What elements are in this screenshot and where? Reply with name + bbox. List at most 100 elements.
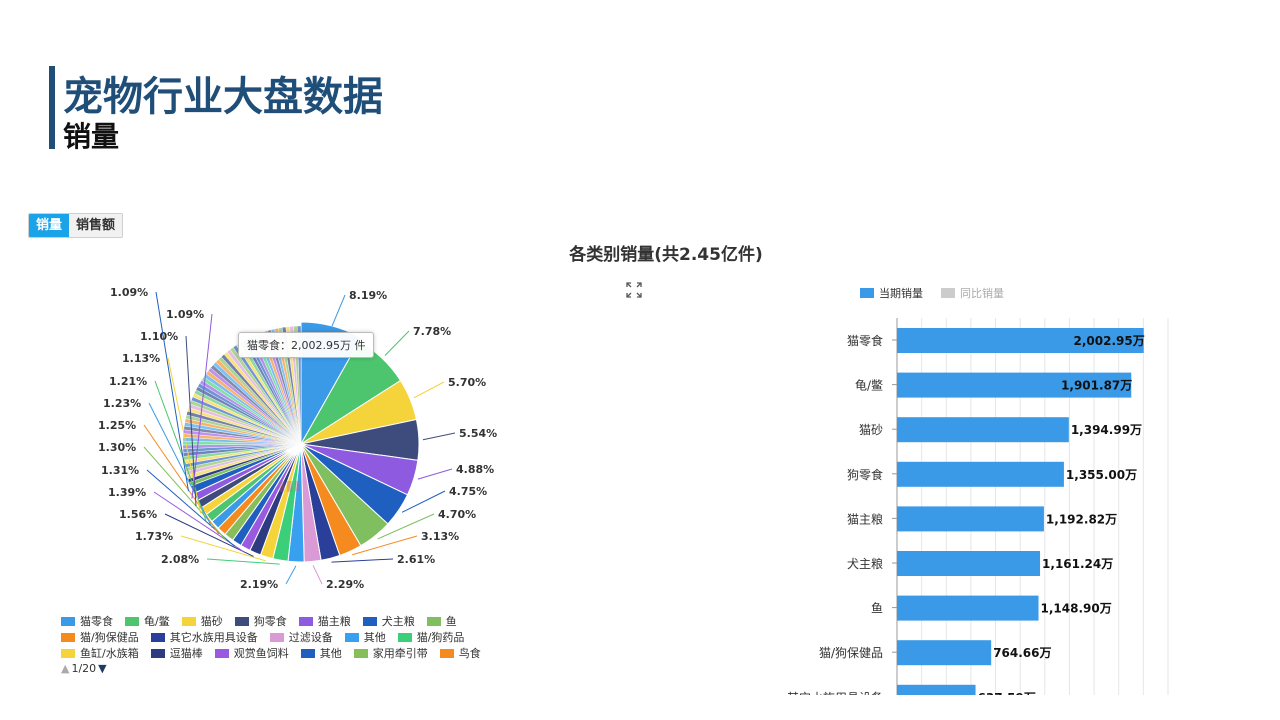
legend-label: 家用牵引带 <box>372 647 428 660</box>
pie-legend-row: 鱼缸/水族箱 逗猫棒 观赏鱼饲料 其他 家用牵引带 鸟食 <box>61 645 531 661</box>
pie-slice-label: 4.70% <box>438 508 476 521</box>
pie-slice-label: 4.88% <box>456 463 494 476</box>
pie-legend-item[interactable]: 龟/鳖 <box>125 613 170 629</box>
legend-label: 其他 <box>363 631 386 644</box>
pie-slice-label: 7.78% <box>413 325 451 338</box>
pie-legend-item[interactable]: 猫主粮 <box>298 613 351 629</box>
legend-swatch <box>150 648 165 658</box>
pager-up-icon[interactable]: ▲ <box>61 662 70 675</box>
pie-leader-line <box>206 558 280 565</box>
bar-category-label: 猫零食 <box>847 333 883 348</box>
pie-leader-line <box>384 330 410 356</box>
pie-slice-label: 1.09% <box>166 308 204 321</box>
legend-label: 犬主粮 <box>381 615 415 628</box>
pie-legend-item[interactable]: 其他 <box>344 629 386 645</box>
pie-legend-item[interactable]: 犬主粮 <box>362 613 415 629</box>
bar-value-label: 764.66万 <box>993 646 1051 660</box>
pie-leader-line <box>312 565 323 585</box>
bar-rect <box>897 595 1039 621</box>
bar-rect <box>897 417 1069 443</box>
legend-label: 过滤设备 <box>288 631 333 644</box>
pie-legend-item[interactable]: 鱼缸/水族箱 <box>61 645 139 661</box>
pie-slice-label: 2.29% <box>326 578 364 591</box>
pie-slice-label: 8.19% <box>349 289 387 302</box>
pie-slice-label: 1.25% <box>98 419 136 432</box>
bar-value-label: 1,394.99万 <box>1071 423 1142 437</box>
pie-legend-item[interactable]: 鸟食 <box>439 645 481 661</box>
legend-label: 观赏鱼饲料 <box>233 647 289 660</box>
legend-swatch <box>269 632 284 642</box>
pie-slice-label: 3.13% <box>421 530 459 543</box>
expand-icon[interactable] <box>626 282 642 298</box>
bar-rect <box>897 461 1064 487</box>
bar-category-label: 龟/鳖 <box>855 379 883 393</box>
bar-category-label: 猫/狗保健品 <box>819 646 883 660</box>
legend-label: 当期销量 <box>879 287 923 300</box>
legend-previous[interactable]: 同比销量 <box>941 285 1004 301</box>
legend-swatch <box>353 648 368 658</box>
pie-legend-item[interactable]: 过滤设备 <box>269 629 333 645</box>
toggle-sales-volume[interactable]: 销量 <box>29 214 70 237</box>
bar-value-label: 1,355.00万 <box>1066 468 1137 482</box>
pie-slice-label: 1.73% <box>135 530 173 543</box>
pie-slice-label: 5.54% <box>459 427 497 440</box>
pie-leader-line <box>191 313 213 499</box>
legend-swatch <box>426 616 441 626</box>
legend-swatch <box>298 616 313 626</box>
pie-slice-label: 1.31% <box>101 464 139 477</box>
bar-value-label: 1,148.90万 <box>1041 602 1112 616</box>
pie-slice-label: 5.70% <box>448 376 486 389</box>
pie-slice-label: 1.23% <box>103 397 141 410</box>
pie-leader-line <box>180 535 266 562</box>
pie-leader-line <box>422 432 456 441</box>
pie-slice-label: 1.09% <box>110 286 148 299</box>
bar-value-label: 1,901.87万 <box>1061 379 1132 393</box>
pie-legend-item[interactable]: 鱼 <box>426 613 457 629</box>
legend-swatch <box>397 632 412 642</box>
pie-legend-item[interactable]: 其他 <box>300 645 342 661</box>
pie-legend-item[interactable]: 家用牵引带 <box>353 645 428 661</box>
legend-label: 逗猫棒 <box>169 647 203 660</box>
pie-legend-item[interactable]: 猫/狗药品 <box>397 629 464 645</box>
pie-legend-item[interactable]: 观赏鱼饲料 <box>214 645 289 661</box>
pager-text: 1/20 <box>71 662 97 675</box>
bar-category-label: 犬主粮 <box>847 556 883 571</box>
pie-slice-label: 2.08% <box>161 553 199 566</box>
chart-title: 各类别销量(共2.45亿件) <box>569 245 763 265</box>
pie-legend-item[interactable]: 狗零食 <box>234 613 287 629</box>
legend-label: 其他 <box>319 647 342 660</box>
legend-label: 猫主粮 <box>317 615 351 628</box>
legend-label: 猫砂 <box>200 615 223 628</box>
legend-swatch <box>941 288 955 298</box>
legend-swatch <box>125 616 139 626</box>
legend-label: 狗零食 <box>253 615 287 628</box>
watermark-logo: ▮▮▮ <box>278 478 302 494</box>
pie-legend-item[interactable]: 猫零食 <box>61 613 113 629</box>
pie-legend-item[interactable]: 其它水族用具设备 <box>150 629 258 645</box>
pie-slice-label: 1.30% <box>98 441 136 454</box>
legend-label: 鱼缸/水族箱 <box>80 647 139 660</box>
bar-category-label: 猫主粮 <box>847 511 883 526</box>
pie-legend-item[interactable]: 猫砂 <box>181 613 223 629</box>
pie-legend-item[interactable]: 猫/狗保健品 <box>61 629 139 645</box>
bar-category-label: 狗零食 <box>847 467 883 482</box>
toggle-sales-amount[interactable]: 销售额 <box>69 214 123 237</box>
legend-current[interactable]: 当期销量 <box>860 285 923 301</box>
pie-tooltip: 猫零食：2,002.95万 件 <box>238 332 375 358</box>
pie-legend-item[interactable]: 逗猫棒 <box>150 645 203 661</box>
legend-label: 龟/鳖 <box>144 615 170 628</box>
pie-slice-label: 4.75% <box>449 485 487 498</box>
legend-swatch <box>860 288 874 298</box>
pie-slice-label: 1.39% <box>108 486 146 499</box>
pie-leader-line <box>417 468 453 480</box>
bar-rect <box>897 506 1044 532</box>
bar-clip-cover <box>780 695 1200 720</box>
legend-swatch <box>439 648 454 658</box>
bar-rect <box>897 328 1144 353</box>
pager-down-icon[interactable]: ▼ <box>98 662 107 675</box>
legend-label: 其它水族用具设备 <box>169 631 258 644</box>
pie-leader-line <box>148 402 213 528</box>
legend-swatch <box>61 648 75 658</box>
